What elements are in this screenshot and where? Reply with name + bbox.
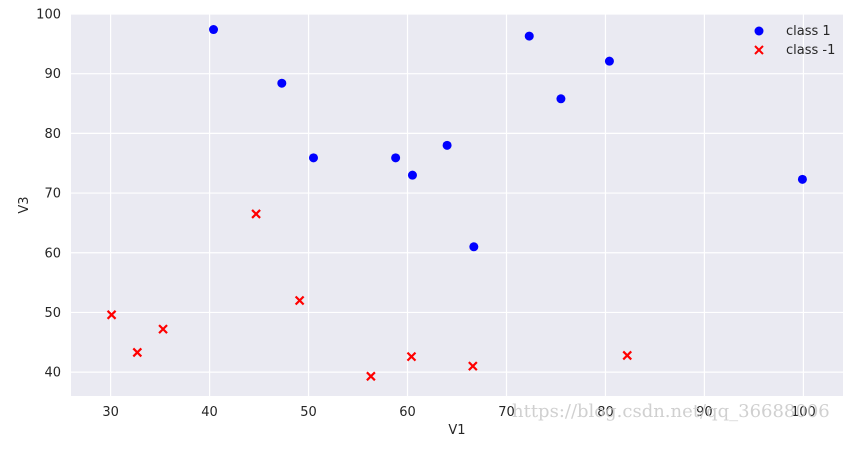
point-class-minus-1	[294, 295, 305, 306]
y-tick-label: 70	[44, 187, 61, 202]
point-class-minus-1	[158, 324, 168, 334]
point-class-minus-1	[366, 371, 376, 382]
point-class-1	[442, 140, 452, 150]
point-class-minus-1	[132, 347, 143, 358]
x-tick-label: 60	[399, 405, 416, 420]
x-axis-ticks: 30 40 50 60 70 80 90 100	[102, 405, 816, 420]
x-tick-label: 100	[791, 405, 816, 420]
point-class-1	[308, 153, 318, 163]
point-class-minus-1	[406, 351, 417, 362]
plot-area	[71, 14, 843, 396]
legend-marker-class-1	[754, 26, 764, 36]
legend: class 1 class -1	[754, 24, 835, 58]
data-points	[106, 25, 807, 382]
x-tick-label: 80	[597, 405, 614, 420]
y-tick-label: 40	[44, 366, 61, 381]
x-tick-label: 30	[102, 405, 119, 420]
grid-lines	[71, 13, 843, 396]
point-class-1	[391, 153, 401, 163]
y-axis-label: V3	[17, 196, 32, 213]
y-tick-label: 100	[36, 8, 61, 23]
x-tick-label: 40	[201, 405, 218, 420]
legend-marker-class-minus-1	[754, 45, 764, 55]
x-tick-label: 90	[696, 405, 713, 420]
point-class-1	[604, 56, 614, 66]
point-class-minus-1	[468, 361, 478, 371]
x-tick-label: 70	[498, 405, 515, 420]
point-class-minus-1	[106, 310, 117, 320]
y-tick-label: 80	[44, 127, 61, 142]
point-class-minus-1	[622, 350, 633, 361]
x-axis-label: V1	[448, 423, 465, 438]
y-tick-label: 90	[44, 67, 61, 82]
legend-label-class-1: class 1	[786, 24, 831, 39]
point-class-1	[556, 94, 566, 104]
point-class-1	[209, 25, 219, 35]
x-tick-label: 50	[300, 405, 317, 420]
point-class-1	[407, 170, 417, 180]
point-class-1	[524, 31, 534, 41]
watermark-text: https://blog.csdn.net/qq_36688006	[512, 401, 830, 422]
y-axis-ticks: 40 50 60 70 80 90 100	[36, 8, 61, 381]
point-class-1	[469, 242, 479, 252]
y-tick-label: 60	[44, 246, 61, 261]
legend-label-class-minus-1: class -1	[786, 43, 835, 58]
point-class-1	[797, 174, 807, 184]
point-class-1	[277, 78, 287, 88]
y-tick-label: 50	[44, 306, 61, 321]
point-class-minus-1	[251, 209, 261, 219]
